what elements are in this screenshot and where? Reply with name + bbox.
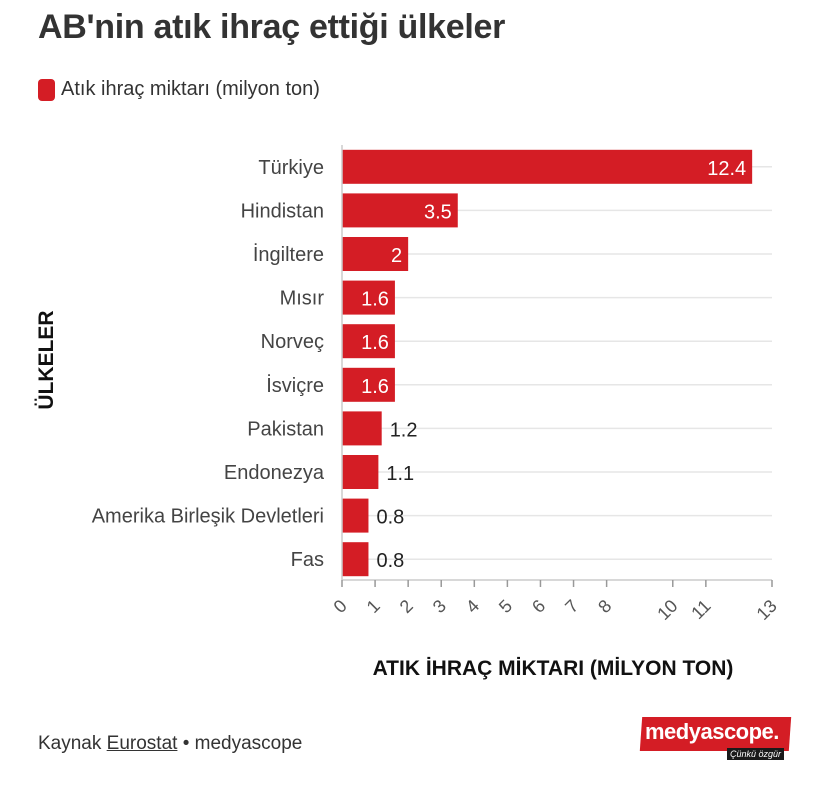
x-tick-label: 2	[396, 596, 417, 617]
x-tick-label: 0	[330, 596, 351, 617]
medyascope-logo[interactable]: medyascope. Çünkü özgür	[639, 715, 792, 765]
category-label: Hindistan	[241, 200, 324, 222]
value-label: 1.6	[361, 332, 389, 354]
value-labels: 12.43.521.61.61.61.21.10.80.8	[361, 158, 746, 572]
x-tick-label: 3	[429, 596, 450, 617]
category-label: Pakistan	[247, 418, 324, 440]
x-tick-label: 10	[653, 596, 681, 624]
gridlines	[342, 166, 772, 560]
x-axis-title: ATIK İHRAÇ MİKTARI (MİLYON TON)	[373, 657, 734, 680]
bar[interactable]	[342, 367, 395, 402]
source-separator: •	[182, 733, 190, 754]
x-tick-label: 6	[528, 596, 549, 617]
x-tick-label: 11	[687, 596, 714, 623]
bar[interactable]	[342, 149, 753, 184]
logo-tagline: Çünkü özgür	[727, 748, 785, 760]
category-label: Norveç	[261, 331, 324, 353]
x-tick-label: 13	[753, 596, 781, 624]
bars	[342, 149, 753, 577]
category-label: Mısır	[280, 288, 325, 310]
category-label: Amerika Birleşik Devletleri	[92, 506, 324, 528]
chart-title: AB'nin atık ihraç ettiği ülkeler	[38, 8, 506, 46]
bar[interactable]	[342, 237, 409, 271]
value-label: 12.4	[707, 158, 746, 180]
x-tick-label: 7	[561, 596, 582, 617]
legend-label: Atık ihraç miktarı (milyon ton)	[61, 78, 320, 100]
category-labels: Türkiye Hindistan İngiltere Mısır Norveç İsvi…	[92, 157, 325, 571]
x-tick-label: 5	[495, 596, 516, 617]
legend[interactable]: Atık ihraç miktarı (milyon ton)	[38, 78, 320, 101]
value-label: 1.6	[361, 376, 389, 398]
source-link[interactable]: Eurostat	[106, 733, 178, 754]
value-label: 3.5	[424, 201, 452, 223]
value-label: 2	[391, 245, 402, 267]
bar[interactable]	[342, 193, 458, 228]
value-label: 1.1	[386, 463, 414, 485]
bar[interactable]	[342, 498, 369, 533]
value-label: 0.8	[376, 507, 404, 529]
bar[interactable]	[342, 411, 382, 446]
category-label: Endonezya	[224, 462, 325, 484]
value-label: 1.2	[390, 419, 418, 441]
source-prefix: Kaynak	[38, 733, 102, 754]
category-label: İngiltere	[253, 243, 324, 266]
bar[interactable]	[342, 542, 369, 577]
category-label: Türkiye	[258, 157, 324, 179]
publisher-name: medyascope	[194, 733, 303, 754]
source-footer: Kaynak Eurostat • medyascope	[38, 733, 302, 755]
logo-wordmark: medyascope.	[645, 719, 779, 744]
x-tick-label: 8	[594, 596, 615, 617]
bar[interactable]	[342, 280, 395, 315]
bar[interactable]	[342, 324, 395, 359]
legend-swatch	[38, 78, 55, 101]
bar[interactable]	[342, 455, 379, 489]
category-label: Fas	[291, 549, 324, 571]
x-tick-label: 1	[363, 596, 384, 617]
category-label: İsviçre	[266, 374, 324, 397]
value-label: 0.8	[376, 550, 404, 572]
value-label: 1.6	[361, 289, 389, 311]
y-axis-title: ÜLKELER	[35, 310, 58, 409]
x-tick-label: 4	[462, 596, 483, 617]
